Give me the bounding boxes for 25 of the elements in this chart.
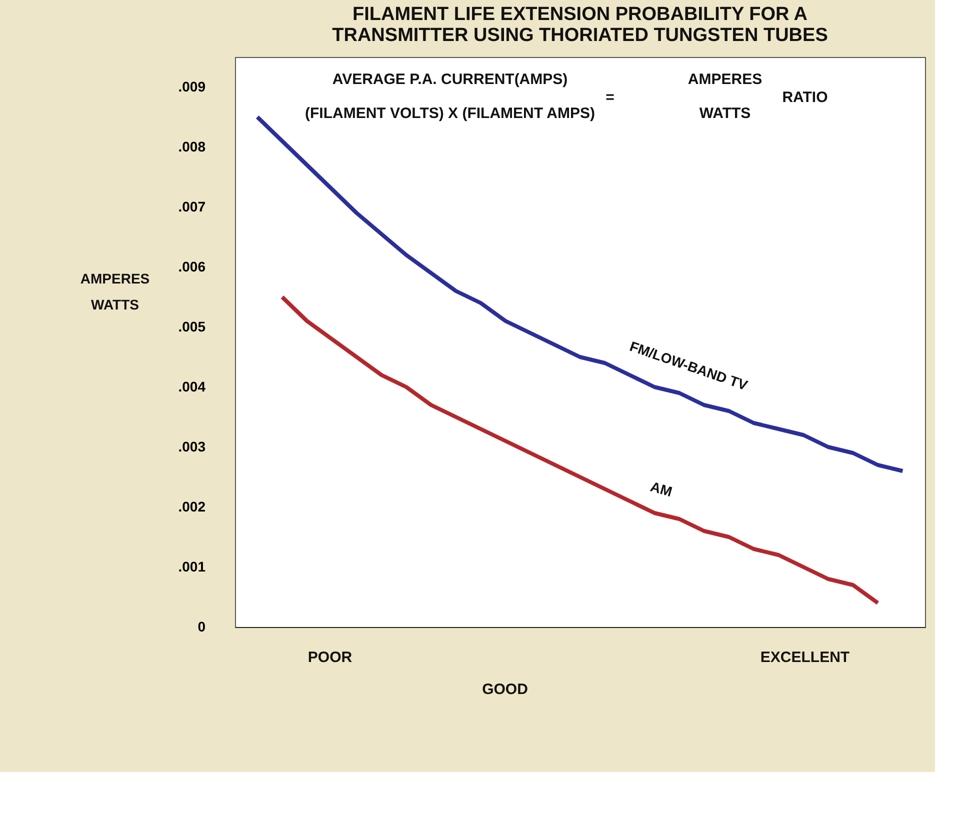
annotation: AVERAGE P.A. CURRENT(AMPS) bbox=[332, 71, 568, 88]
text: AM bbox=[648, 478, 674, 500]
annotation: = bbox=[606, 89, 615, 106]
annotation: RATIO bbox=[782, 89, 828, 106]
y-tick-label: .003 bbox=[178, 438, 206, 454]
text: FILAMENT LIFE EXTENSION PROBABILITY FOR A bbox=[352, 4, 808, 25]
y-tick-label: .008 bbox=[178, 138, 206, 154]
y-tick-label: .005 bbox=[178, 318, 206, 334]
y-tick-label: .001 bbox=[178, 558, 206, 574]
y-tick-label: .004 bbox=[178, 378, 206, 394]
annotation: AMPERES bbox=[688, 71, 762, 88]
y-tick-label: 0 bbox=[198, 618, 206, 634]
annotation: (FILAMENT VOLTS) X (FILAMENT AMPS) bbox=[305, 105, 595, 122]
text: EXCELLENT bbox=[760, 649, 850, 666]
text: GOOD bbox=[482, 681, 528, 698]
y-tick-label: .002 bbox=[178, 498, 206, 514]
line-series bbox=[280, 295, 880, 605]
y-tick-label: .006 bbox=[178, 258, 206, 274]
annotation: WATTS bbox=[699, 105, 751, 122]
text: WATTS bbox=[91, 296, 139, 312]
y-tick-label: .009 bbox=[178, 78, 206, 94]
text: AMPERES bbox=[80, 270, 150, 286]
text: TRANSMITTER USING THORIATED TUNGSTEN TUBES bbox=[332, 25, 828, 46]
text: POOR bbox=[308, 649, 352, 666]
y-tick-label: .007 bbox=[178, 198, 206, 214]
